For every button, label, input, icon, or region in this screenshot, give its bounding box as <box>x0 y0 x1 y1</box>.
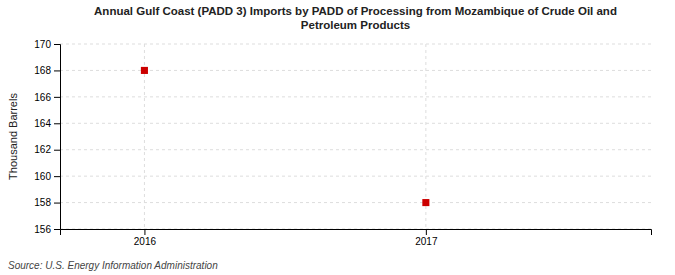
tick: 168 <box>34 65 60 76</box>
tick-label: 168 <box>34 65 51 76</box>
tick: 166 <box>34 92 60 103</box>
tick-label: 158 <box>34 197 51 208</box>
tick-mark <box>54 123 60 124</box>
x-axis: 2016 2017 <box>61 229 652 247</box>
tick: 170 <box>34 39 60 50</box>
tick: 160 <box>34 171 60 182</box>
title: Annual Gulf Coast (PADD 3) Imports by PA… <box>94 5 617 31</box>
tick-mark <box>54 70 60 71</box>
tick-mark <box>54 44 60 45</box>
tick-label: 160 <box>34 171 51 182</box>
tick-label: 164 <box>34 118 51 129</box>
tick-label: 2016 <box>134 236 157 247</box>
point <box>141 67 148 74</box>
grid-line <box>60 70 651 71</box>
tick-mark <box>54 203 60 204</box>
tick: 158 <box>34 197 60 208</box>
grid-line <box>60 202 651 203</box>
plot: 2016 2017 156 158 160 162 164 166 168 170 <box>34 39 651 247</box>
tick-mark <box>54 176 60 177</box>
tick: 164 <box>34 118 60 129</box>
grid-line <box>60 96 651 97</box>
tick: 2016 <box>134 229 157 247</box>
grid-line <box>60 176 651 177</box>
grid <box>60 44 651 229</box>
tick: 156 <box>34 224 60 235</box>
tick-mark <box>144 229 145 235</box>
tick-mark <box>426 229 427 235</box>
tick-label: 156 <box>34 224 51 235</box>
chart: 2016 2017 156 158 160 162 164 166 168 170 Annual G… <box>0 0 675 275</box>
tick: 162 <box>34 144 60 155</box>
tick-label: 170 <box>34 39 51 50</box>
source: Source: U.S. Energy Information Administ… <box>8 260 218 271</box>
grid-line <box>60 44 651 45</box>
y-axis: 156 158 160 162 164 166 168 170 <box>34 39 60 235</box>
points <box>141 67 429 206</box>
y-axis-title: Thousand Barrels <box>7 93 19 180</box>
tick-label: 2017 <box>415 236 438 247</box>
tick: 2017 <box>415 229 438 247</box>
axis-line <box>54 45 61 230</box>
axis-line <box>61 230 652 236</box>
tick-mark <box>54 97 60 98</box>
tick-label: 162 <box>34 144 51 155</box>
grid-line <box>60 149 651 150</box>
tick-label: 166 <box>34 92 51 103</box>
point <box>422 199 429 206</box>
tick-mark <box>54 150 60 151</box>
grid-line <box>60 123 651 124</box>
tick-mark <box>54 229 60 230</box>
